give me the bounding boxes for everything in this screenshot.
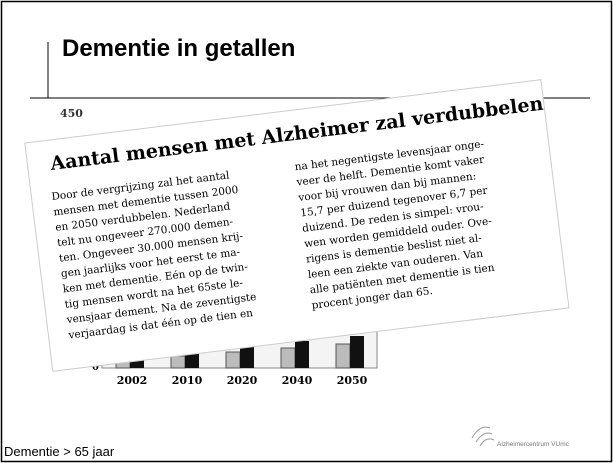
bar-decor [336, 344, 350, 368]
bar-decor [240, 346, 254, 368]
slide: Dementie in getallen 450 0 2002201020202… [0, 0, 613, 463]
year-label: 2040 [282, 374, 313, 387]
title: Dementie in getallen [62, 35, 295, 62]
bar-decor [350, 336, 364, 368]
axis-label: 450 [60, 107, 83, 120]
logo-text: Alzheimercentrum VUmc [497, 441, 570, 448]
page: Dementie in getallen 450 0 2002201020202… [0, 0, 613, 463]
year-label: 2050 [337, 374, 368, 387]
year-label: 2010 [172, 374, 203, 387]
bar-decor [295, 341, 309, 368]
footer: Dementie > 65 jaar [4, 444, 115, 459]
year-label: 2020 [227, 374, 258, 387]
bar-decor [281, 348, 295, 368]
bar-decor [226, 352, 240, 368]
year-label: 2002 [117, 374, 148, 387]
bar-decor [171, 356, 185, 368]
